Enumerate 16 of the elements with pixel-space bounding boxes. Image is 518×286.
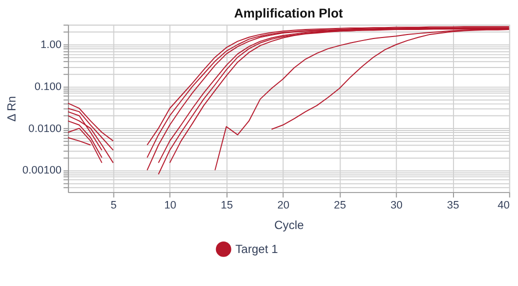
x-tick-label: 10	[164, 199, 176, 212]
x-tick-label: 5	[110, 199, 117, 212]
y-tick-label: 0.100	[34, 80, 62, 93]
x-axis-title: Cycle	[274, 218, 304, 232]
chart-title: Amplification Plot	[234, 5, 344, 20]
x-tick-label: 30	[390, 199, 403, 212]
x-tick-label: 20	[277, 199, 290, 212]
x-tick-label: 40	[498, 199, 510, 212]
y-axis-title: Δ Rn	[4, 96, 18, 122]
y-tick-label: 1.00	[40, 39, 62, 52]
x-tick-label: 15	[220, 199, 233, 212]
legend-label: Target 1	[235, 242, 278, 256]
x-tick-label: 25	[334, 199, 346, 212]
x-tick-label: 35	[447, 199, 460, 212]
y-tick-label: 0.00100	[22, 164, 62, 177]
y-tick-label: 0.0100	[28, 122, 62, 135]
